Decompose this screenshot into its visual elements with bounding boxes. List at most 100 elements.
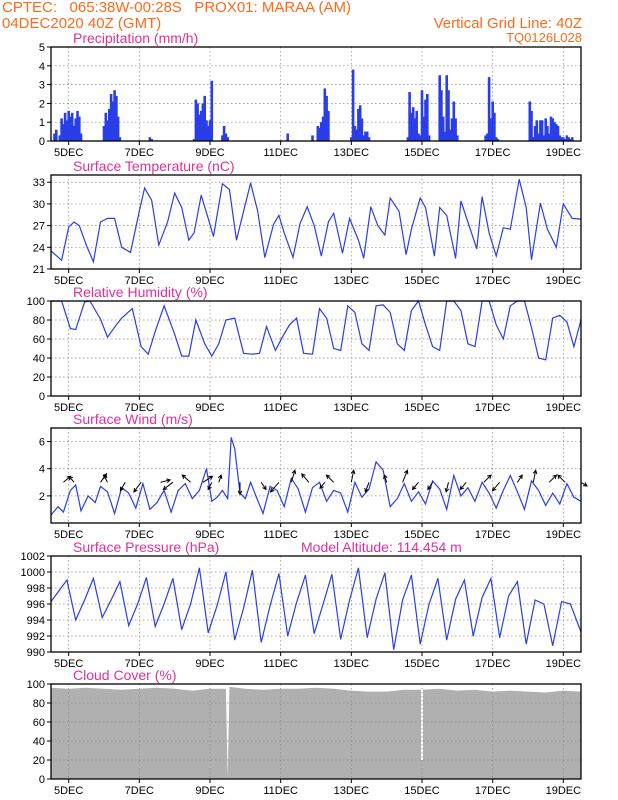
rh-point-3	[75, 329, 77, 330]
temp-point-25	[229, 189, 230, 190]
rh-point-17	[188, 355, 190, 357]
wind-point-47	[354, 481, 356, 483]
press-point-21	[234, 639, 236, 641]
temp-point-22	[207, 218, 209, 219]
precip-bar-26	[150, 139, 153, 141]
precip-bar-87	[486, 133, 489, 141]
rh-point-39	[354, 312, 356, 313]
wind-ytick-label-0: 2	[39, 491, 45, 503]
precip-bar-20	[111, 101, 115, 141]
temp-point-37	[313, 225, 315, 227]
precip-bar-104	[546, 126, 549, 141]
precip-bar-36	[208, 120, 212, 141]
press-point-22	[243, 607, 245, 609]
wind-ytick-label-2: 6	[39, 437, 45, 449]
rh-xtick-label-3: 11DEC	[263, 402, 298, 414]
temp-point-23	[213, 236, 214, 237]
precip-bar-66	[413, 118, 417, 141]
wind-point-67	[495, 507, 497, 509]
press-point-10	[137, 603, 139, 605]
press-point-54	[525, 643, 527, 645]
precip-xtick-label-1: 7DEC	[125, 147, 154, 159]
cloud-xtick-label-5: 15DEC	[404, 785, 440, 797]
precip-bar-11	[74, 118, 77, 141]
wind-point-56	[418, 491, 419, 493]
press-point-41	[411, 574, 412, 576]
temp-xtick-label-0: 5DEC	[54, 275, 83, 287]
wind-point-64	[474, 500, 476, 502]
press-point-53	[517, 581, 518, 582]
rh-point-37	[340, 350, 342, 351]
precip-bar-53	[353, 126, 357, 141]
press-xtick-label-3: 11DEC	[263, 658, 298, 670]
rh-point-7	[107, 336, 108, 338]
precip-bar-7	[67, 110, 70, 141]
precip-bar-109	[555, 124, 558, 141]
rh-point-15	[174, 333, 176, 335]
wind-point-6	[87, 495, 89, 497]
temp-point-32	[278, 215, 280, 216]
precip-bar-30	[198, 114, 201, 141]
precip-bar-14	[79, 133, 83, 141]
wind-point-71	[524, 509, 525, 510]
wind-point-60	[446, 509, 448, 510]
wind-point-7	[94, 502, 96, 503]
rh-point-50	[432, 346, 433, 347]
rh-point-35	[326, 317, 327, 319]
rh-point-45	[396, 343, 398, 345]
rh-frame	[50, 300, 582, 397]
wind-xtick-label-3: 11DEC	[263, 529, 298, 541]
temp-point-47	[384, 234, 386, 236]
precip-bar-86	[484, 135, 487, 141]
press-point-5	[93, 578, 94, 579]
precip-bar-41	[226, 137, 229, 141]
wind-point-35	[269, 486, 271, 487]
temp-point-51	[411, 228, 412, 230]
temp-point-40	[333, 212, 335, 214]
press-point-42	[419, 643, 421, 645]
precip-bar-0	[53, 133, 56, 141]
wind-vector-arrow-21	[383, 474, 388, 483]
wind-point-21	[191, 498, 193, 499]
press-ytick-label-6: 1002	[21, 551, 45, 563]
press-point-44	[437, 578, 439, 579]
press-ytick-label-5: 1000	[21, 567, 45, 579]
wind-vector-arrow-25	[444, 482, 450, 493]
temp-point-52	[419, 197, 421, 199]
temp-point-48	[389, 197, 391, 199]
press-point-51	[499, 637, 501, 638]
temp-point-28	[250, 182, 252, 184]
temp-xtick-label-1: 7DEC	[125, 275, 154, 287]
precip-bar-71	[422, 116, 426, 141]
wind-vector-arrow-3	[103, 474, 108, 483]
precip-bar-80	[447, 90, 450, 141]
press-point-7	[110, 599, 112, 601]
precip-ytick-label-2: 2	[39, 98, 45, 110]
temp-point-5	[85, 244, 87, 246]
rh-point-33	[312, 353, 313, 355]
temp-point-56	[446, 215, 448, 216]
precip-bar-15	[102, 126, 106, 141]
precip-bar-95	[530, 110, 533, 141]
precip-bar-29	[196, 103, 199, 141]
precip-bar-101	[540, 120, 544, 141]
temp-point-58	[460, 200, 462, 202]
model-id: TQ0126L028	[506, 30, 582, 45]
location-line: CPTEC: 065:38W-00:28S PROX01: MARAA (AM)	[2, 0, 352, 16]
wind-vector-arrow-5	[133, 482, 142, 493]
press-point-15	[181, 629, 183, 630]
temp-point-42	[349, 218, 350, 219]
wind-vector-arrow-29	[516, 474, 523, 483]
temp-point-66	[518, 178, 520, 180]
press-point-17	[199, 567, 200, 569]
precip-bar-112	[560, 137, 563, 141]
wind-point-42	[319, 481, 320, 483]
precip-bar-28	[194, 99, 198, 141]
temp-point-4	[78, 225, 80, 227]
press-point-58	[561, 601, 562, 602]
wind-xtick-label-1: 7DEC	[125, 529, 154, 541]
precip-panel	[47, 46, 582, 145]
wind-vector-arrow-26	[459, 481, 467, 491]
rh-point-69	[566, 321, 568, 323]
wind-point-45	[340, 492, 342, 494]
